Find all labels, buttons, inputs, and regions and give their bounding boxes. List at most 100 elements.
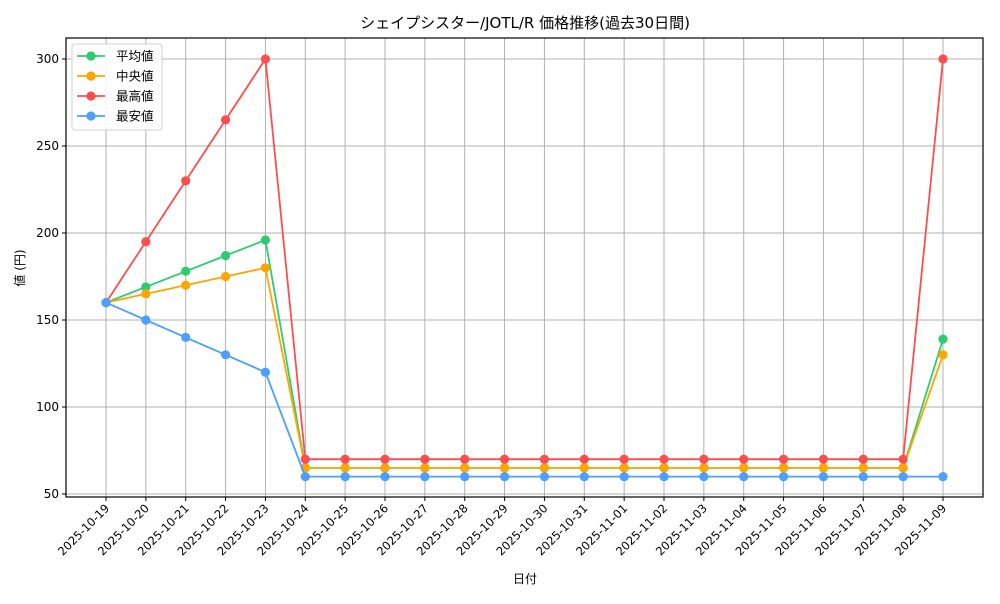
- y-tick-label: 150: [36, 313, 59, 327]
- data-point: [380, 454, 390, 464]
- series-最安値: [101, 298, 948, 482]
- data-point: [898, 463, 908, 473]
- data-point: [938, 350, 948, 360]
- data-point: [778, 463, 789, 473]
- data-point: [739, 463, 749, 473]
- y-tick-label: 300: [36, 52, 59, 66]
- data-point: [898, 454, 908, 464]
- data-point: [858, 472, 868, 482]
- data-point: [300, 454, 310, 464]
- data-point: [579, 472, 589, 482]
- legend-marker-icon: [86, 51, 96, 61]
- data-point: [938, 472, 948, 482]
- data-point: [579, 463, 589, 473]
- legend-item: 中央値: [77, 69, 154, 84]
- chart-title: シェイプシスター/JOTL/R 価格推移(過去30日間): [360, 14, 690, 32]
- data-point: [220, 350, 231, 360]
- data-point: [300, 472, 310, 482]
- series-中央値: [101, 263, 948, 473]
- data-point: [539, 454, 550, 464]
- y-tick-label: 250: [36, 139, 59, 153]
- data-point: [220, 251, 231, 261]
- data-point: [420, 463, 430, 473]
- data-point: [460, 454, 470, 464]
- data-point: [619, 454, 629, 464]
- data-point: [938, 54, 948, 64]
- data-point: [699, 472, 709, 482]
- data-point: [818, 472, 829, 482]
- data-point: [420, 472, 430, 482]
- x-axis-label: 日付: [513, 572, 537, 586]
- data-point: [579, 454, 589, 464]
- data-point: [778, 454, 789, 464]
- legend-label: 平均値: [116, 49, 154, 64]
- data-point: [659, 454, 669, 464]
- data-point: [460, 472, 470, 482]
- data-point: [858, 463, 868, 473]
- data-point: [141, 315, 151, 325]
- data-point: [699, 463, 709, 473]
- data-point: [181, 266, 191, 276]
- legend-box: [71, 43, 163, 131]
- series-line: [105, 56, 944, 461]
- legend-marker-icon: [86, 71, 96, 81]
- data-point: [181, 332, 191, 342]
- data-point: [539, 472, 550, 482]
- data-point: [101, 298, 111, 308]
- series-line: [105, 266, 944, 469]
- plot-frame: [65, 37, 984, 498]
- data-point: [898, 472, 908, 482]
- data-point: [260, 367, 271, 377]
- data-point: [659, 463, 669, 473]
- data-point: [141, 282, 151, 292]
- series-line: [105, 238, 944, 469]
- data-point: [539, 463, 550, 473]
- legend-item: 最高値: [77, 89, 154, 104]
- data-point: [181, 176, 191, 186]
- data-point: [420, 454, 430, 464]
- data-point: [141, 237, 151, 247]
- data-point: [380, 472, 390, 482]
- data-point: [260, 235, 271, 245]
- data-point: [619, 472, 629, 482]
- data-point: [659, 472, 669, 482]
- legend-label: 中央値: [116, 69, 154, 84]
- legend-item: 平均値: [77, 49, 154, 64]
- data-point: [499, 463, 510, 473]
- data-point: [220, 115, 231, 125]
- legend-label: 最安値: [116, 109, 154, 124]
- data-point: [499, 472, 510, 482]
- data-point: [260, 263, 271, 273]
- data-point: [818, 454, 829, 464]
- data-point: [499, 454, 510, 464]
- data-point: [340, 463, 350, 473]
- data-point: [460, 463, 470, 473]
- data-point: [778, 472, 789, 482]
- y-tick-label: 50: [44, 487, 59, 501]
- y-axis-label: 値 (円): [12, 249, 27, 286]
- data-point: [699, 454, 709, 464]
- data-point: [181, 280, 191, 290]
- legend-marker-icon: [86, 111, 96, 121]
- y-axis: 50 100 150 200 250 300: [36, 52, 66, 501]
- legend-marker-icon: [86, 91, 96, 101]
- data-point: [380, 463, 390, 473]
- series-layer: [101, 54, 948, 482]
- data-point: [739, 454, 749, 464]
- grid-lines: [66, 38, 983, 497]
- series-line: [105, 301, 943, 478]
- data-point: [340, 454, 350, 464]
- x-axis: 2025-10-192025-10-202025-10-212025-10-22…: [55, 497, 949, 558]
- data-point: [260, 54, 271, 64]
- y-tick-label: 100: [36, 400, 59, 414]
- data-point: [938, 334, 948, 344]
- data-point: [818, 463, 829, 473]
- data-point: [141, 289, 151, 299]
- data-point: [220, 271, 231, 282]
- data-point: [619, 463, 629, 473]
- data-point: [340, 472, 350, 482]
- legend-label: 最高値: [116, 89, 154, 104]
